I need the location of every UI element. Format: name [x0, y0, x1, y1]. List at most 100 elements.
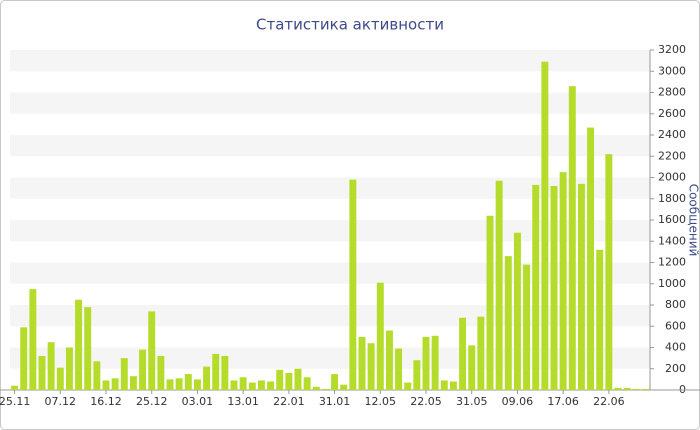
bar	[614, 387, 622, 390]
x-tick-label: 07.12	[45, 395, 77, 408]
bar	[376, 282, 384, 390]
bar	[422, 336, 430, 390]
bar	[632, 388, 640, 390]
bar	[321, 388, 329, 390]
y-tick-label: 3000	[658, 64, 686, 77]
bar	[440, 380, 448, 390]
bar	[267, 381, 275, 390]
bar	[38, 356, 46, 390]
x-tick-label: 12.05	[365, 395, 397, 408]
bar	[203, 366, 211, 390]
bar	[230, 380, 238, 390]
bar	[623, 387, 631, 390]
bar	[404, 382, 412, 390]
bar	[193, 379, 201, 390]
x-tick-label: 31.01	[319, 395, 351, 408]
y-tick-label: 2200	[658, 149, 686, 162]
bar	[184, 374, 192, 390]
bar	[340, 384, 348, 390]
x-tick-label: 22.06	[593, 395, 625, 408]
bar	[367, 343, 375, 390]
bar	[486, 215, 494, 390]
bar	[56, 367, 64, 390]
bar	[303, 377, 311, 390]
x-tick-label: 17.06	[547, 395, 579, 408]
bar	[84, 307, 92, 390]
bar	[331, 374, 339, 390]
y-tick-label: 3200	[658, 43, 686, 56]
bar	[257, 380, 265, 390]
y-tick-label: 2000	[658, 171, 686, 184]
bar	[587, 127, 595, 390]
bar	[413, 360, 421, 390]
bar	[212, 353, 220, 390]
bar	[459, 317, 467, 390]
y-tick-label: 1400	[658, 234, 686, 247]
y-tick-label: 1200	[658, 256, 686, 269]
bar	[285, 373, 293, 390]
x-tick-label: 25.12	[136, 395, 168, 408]
grid-band	[10, 92, 650, 114]
bar	[166, 379, 174, 390]
bar	[468, 345, 476, 390]
y-tick-label: 2800	[658, 86, 686, 99]
bar	[495, 180, 503, 390]
y-axis-title: Сообщений	[687, 184, 700, 257]
bar	[129, 376, 137, 390]
bar	[395, 348, 403, 390]
bar	[605, 154, 613, 390]
bar	[102, 380, 110, 390]
bar	[431, 335, 439, 390]
bar	[358, 336, 366, 390]
grid-band	[10, 135, 650, 157]
y-tick-label: 2600	[658, 107, 686, 120]
bar	[148, 311, 156, 390]
y-tick-label: 1000	[658, 277, 686, 290]
y-tick-label: 2400	[658, 128, 686, 141]
y-tick-label: 800	[665, 298, 686, 311]
bar	[568, 86, 576, 390]
bar	[221, 356, 229, 390]
bar	[248, 382, 256, 390]
x-tick-label: 09.06	[502, 395, 534, 408]
y-tick-label: 400	[665, 341, 686, 354]
bar	[559, 172, 567, 390]
bar	[93, 361, 101, 390]
x-tick-label: 31.05	[456, 395, 488, 408]
bar	[523, 264, 531, 390]
grid-band	[10, 50, 650, 72]
x-tick-label: 22.05	[410, 395, 442, 408]
bar	[312, 386, 320, 390]
bar	[65, 347, 73, 390]
bar	[47, 342, 55, 390]
y-tick-label: 1600	[658, 213, 686, 226]
x-tick-label: 13.01	[227, 395, 259, 408]
bar	[139, 349, 147, 390]
bar	[504, 256, 512, 390]
bar	[550, 186, 558, 390]
bar	[120, 358, 128, 390]
bar	[75, 299, 83, 390]
bar	[541, 61, 549, 390]
bar	[111, 378, 119, 390]
bar	[385, 330, 393, 390]
bar	[294, 368, 302, 390]
bar	[513, 232, 521, 390]
bar	[20, 327, 28, 390]
y-tick-label: 600	[665, 319, 686, 332]
bar	[276, 369, 284, 390]
bar	[349, 179, 357, 390]
bar	[477, 316, 485, 390]
bar	[11, 385, 19, 390]
bar	[29, 289, 37, 390]
bar	[532, 184, 540, 390]
bar	[596, 249, 604, 390]
y-tick-label: 200	[665, 362, 686, 375]
x-tick-label: 03.01	[182, 395, 214, 408]
bar	[577, 183, 585, 390]
grid-band	[10, 177, 650, 199]
x-tick-label: 25.11	[0, 395, 30, 408]
bar	[157, 356, 165, 390]
chart-title: Статистика активности	[256, 16, 444, 34]
